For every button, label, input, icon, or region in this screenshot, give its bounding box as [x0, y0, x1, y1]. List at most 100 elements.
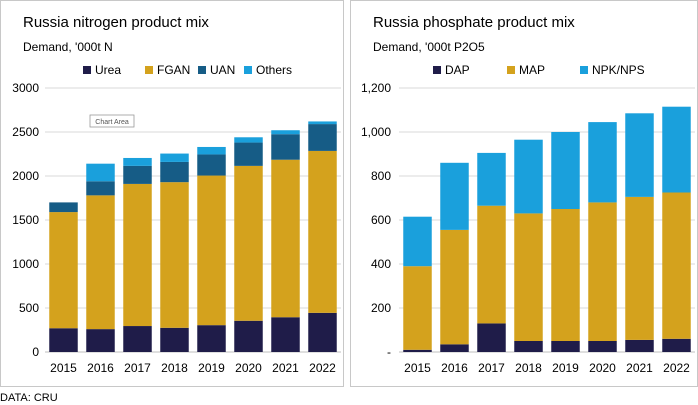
x-tick-label: 2016 [441, 361, 468, 375]
bar-segment-dap[interactable] [625, 339, 654, 352]
y-tick-label: - [387, 345, 391, 359]
bar-segment-npk-nps[interactable] [477, 152, 506, 206]
bar-segment-dap[interactable] [477, 323, 506, 352]
bar-segment-fgan[interactable] [197, 175, 226, 326]
bar-segment-uan[interactable] [308, 124, 337, 151]
bar-segment-dap[interactable] [588, 341, 617, 352]
bar-segment-map[interactable] [662, 192, 691, 339]
x-tick-label: 2018 [161, 361, 188, 375]
svg-text:Chart Area: Chart Area [95, 119, 129, 126]
bar-segment-others[interactable] [123, 157, 152, 166]
bar-segment-npk-nps[interactable] [440, 162, 469, 230]
y-tick-label: 1,000 [361, 125, 391, 139]
bar-segment-fgan[interactable] [86, 195, 115, 330]
nitrogen-chart-plot[interactable]: 0 500 1000 1500 2000 2500 3000 2015 2016 2017 2018… [1, 1, 345, 388]
source-note: DATA: CRU [0, 392, 58, 404]
x-tick-label: 2021 [626, 361, 653, 375]
bar-segment-uan[interactable] [197, 154, 226, 176]
legend-label: DAP [445, 63, 470, 77]
x-tick-label: 2020 [235, 361, 262, 375]
bar-segment-uan[interactable] [160, 161, 189, 183]
bar-segment-fgan[interactable] [308, 150, 337, 313]
bar-segment-npk-nps[interactable] [625, 113, 654, 197]
y-tick-label: 1500 [12, 213, 39, 227]
bar-segment-npk-nps[interactable] [551, 132, 580, 209]
bar-segment-npk-nps[interactable] [403, 216, 432, 267]
legend-label: Urea [95, 63, 121, 77]
bar-segment-urea[interactable] [86, 329, 115, 352]
bar-segment-fgan[interactable] [234, 165, 263, 321]
bar-segment-uan[interactable] [234, 142, 263, 166]
bar-segment-uan[interactable] [123, 165, 152, 184]
legend-label: MAP [519, 63, 545, 77]
bar-segment-dap[interactable] [403, 349, 432, 352]
bar-segment-urea[interactable] [197, 325, 226, 352]
bar-segment-others[interactable] [271, 130, 300, 135]
bar-segment-map[interactable] [403, 266, 432, 350]
nitrogen-chart-panel: Russia nitrogen product mix Demand, '000… [0, 0, 344, 387]
y-tick-label: 400 [371, 257, 391, 271]
bar-segment-urea[interactable] [49, 328, 78, 352]
phosphate-chart-plot[interactable]: - 200 400 600 800 1,000 1,200 2015 2016 2017 2018 2… [351, 1, 698, 388]
legend-swatch [145, 66, 153, 74]
x-tick-label: 2022 [663, 361, 690, 375]
nitrogen-chart-subtitle: Demand, '000t N [23, 40, 113, 54]
bar-segment-map[interactable] [440, 229, 469, 345]
bar-segment-fgan[interactable] [271, 159, 300, 318]
bar-segment-map[interactable] [477, 205, 506, 324]
chart-area-tooltip: Chart Area [89, 114, 135, 128]
bar-segment-others[interactable] [160, 153, 189, 162]
y-tick-label: 0 [32, 345, 39, 359]
bar-segment-npk-nps[interactable] [662, 106, 691, 193]
y-tick-label: 3000 [12, 81, 39, 95]
bar-segment-map[interactable] [588, 202, 617, 341]
y-tick-label: 500 [19, 301, 39, 315]
bar-segment-others[interactable] [197, 146, 226, 155]
x-tick-label: 2022 [309, 361, 336, 375]
y-tick-label: 200 [371, 301, 391, 315]
bar-segment-dap[interactable] [551, 341, 580, 352]
legend-swatch [244, 66, 252, 74]
bar-segment-map[interactable] [514, 213, 543, 341]
phosphate-chart-subtitle: Demand, '000t P2O5 [373, 40, 485, 54]
bar-segment-dap[interactable] [514, 341, 543, 352]
legend-swatch [580, 66, 588, 74]
bar-segment-map[interactable] [625, 196, 654, 340]
bar-segment-others[interactable] [308, 121, 337, 125]
x-tick-label: 2016 [87, 361, 114, 375]
bar-segment-others[interactable] [234, 137, 263, 143]
x-tick-label: 2015 [404, 361, 431, 375]
x-tick-label: 2017 [478, 361, 505, 375]
bar-segment-uan[interactable] [86, 181, 115, 196]
x-tick-label: 2019 [198, 361, 225, 375]
y-tick-label: 1,200 [361, 81, 391, 95]
bar-segment-dap[interactable] [662, 338, 691, 352]
bar-segment-npk-nps[interactable] [588, 122, 617, 203]
bar-segment-map[interactable] [551, 209, 580, 341]
bar-segment-dap[interactable] [440, 344, 469, 352]
y-tick-label: 2000 [12, 169, 39, 183]
y-tick-label: 1000 [12, 257, 39, 271]
bar-segment-uan[interactable] [271, 134, 300, 160]
bar-segment-urea[interactable] [160, 327, 189, 352]
legend-swatch [198, 66, 206, 74]
bar-segment-urea[interactable] [234, 320, 263, 352]
bar-segment-urea[interactable] [271, 317, 300, 352]
bar-segment-uan[interactable] [49, 202, 78, 213]
y-tick-label: 2500 [12, 125, 39, 139]
bar-segment-npk-nps[interactable] [514, 139, 543, 214]
bar-segment-urea[interactable] [308, 312, 337, 352]
bar-segment-others[interactable] [86, 163, 115, 182]
x-tick-label: 2019 [552, 361, 579, 375]
bar-segment-fgan[interactable] [160, 182, 189, 328]
bar-segment-fgan[interactable] [123, 183, 152, 327]
bar-segment-fgan[interactable] [49, 212, 78, 329]
x-tick-label: 2021 [272, 361, 299, 375]
bar-segment-urea[interactable] [123, 326, 152, 352]
legend-swatch [433, 66, 441, 74]
x-tick-label: 2020 [589, 361, 616, 375]
y-tick-label: 600 [371, 213, 391, 227]
legend-swatch [507, 66, 515, 74]
nitrogen-chart-title: Russia nitrogen product mix [23, 14, 209, 31]
y-tick-label: 800 [371, 169, 391, 183]
